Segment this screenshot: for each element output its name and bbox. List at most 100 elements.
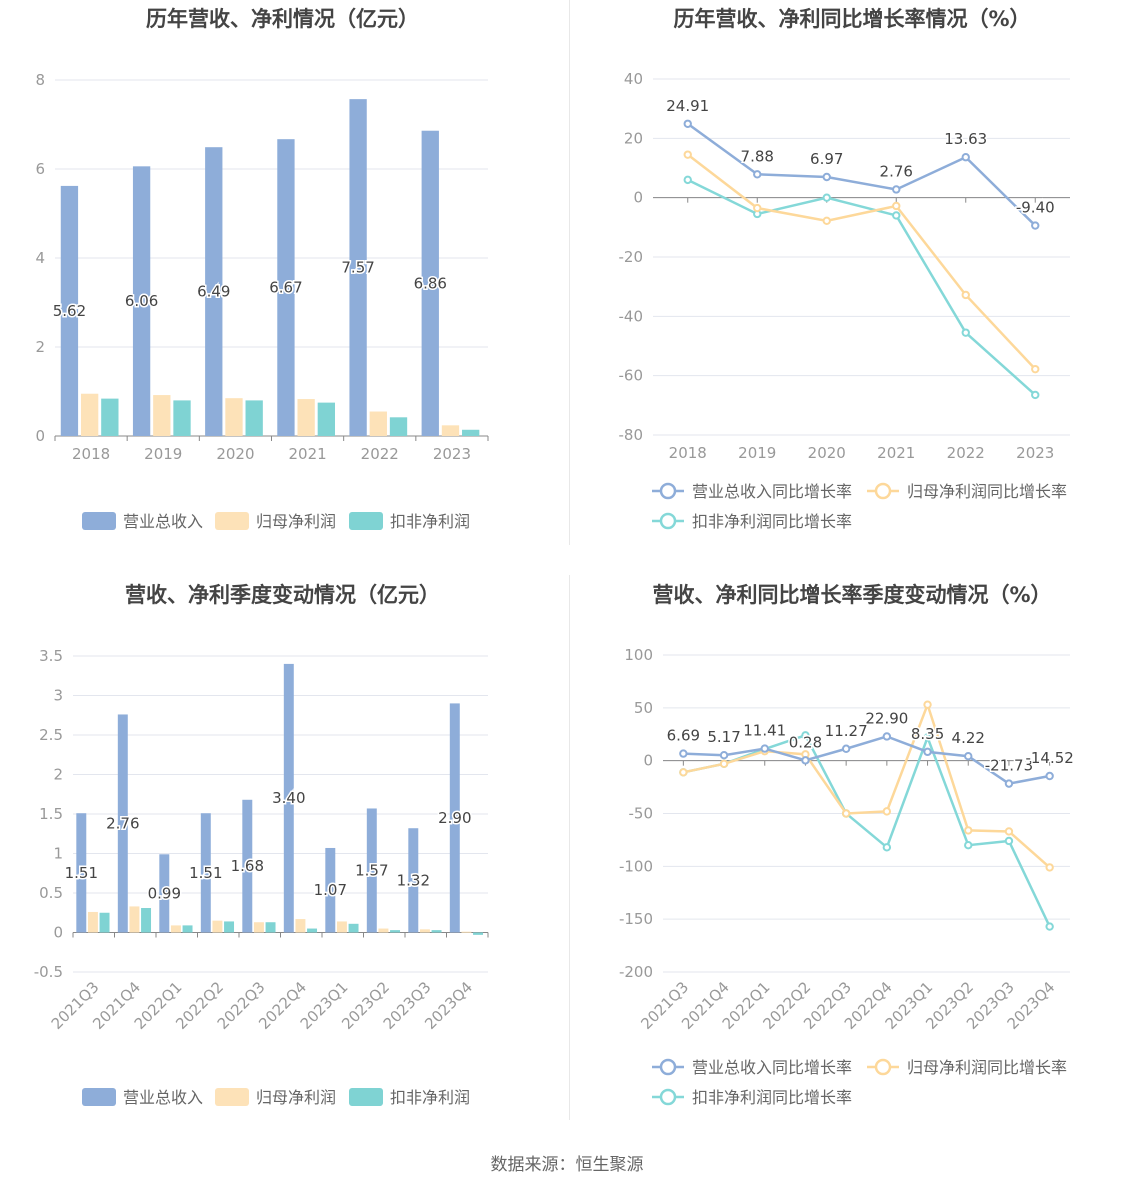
chart-svg: 营收、净利同比增长率季度变动情况（%） -200 -150 -100 -50 0 50 100… <box>619 583 1075 1107</box>
y-tick-label: 0.5 <box>39 884 63 902</box>
annual-revenue-profit-chart: 历年营收、净利情况（亿元） 0 2 4 6 8 2018 2019 2020 2021 2022 20… <box>0 0 565 545</box>
legend-label: 营业总收入同比增长率 <box>692 1058 852 1077</box>
point-扣非净利润同比增长率-2023Q3 <box>1004 836 1014 846</box>
series-line-营业总收入同比增长率 <box>683 735 1050 785</box>
legend-label: 归母净利润同比增长率 <box>907 482 1067 501</box>
bar-营业总收入-2019 <box>132 166 151 436</box>
bar-归母净利润-2022Q3 <box>253 922 264 933</box>
point-归母净利润同比增长率-2021Q4 <box>719 759 729 769</box>
point-扣非净利润同比增长率-2022 <box>961 328 970 337</box>
data-label: 2.76 <box>106 814 139 832</box>
chart-title: 营收、净利同比增长率季度变动情况（%） <box>652 583 1051 607</box>
bar-扣非净利润-2021Q4 <box>141 908 152 933</box>
legend-label: 归母净利润同比增长率 <box>907 1058 1067 1077</box>
y-tick-label: 3 <box>53 687 63 705</box>
bar-归母净利润-2021 <box>297 399 315 436</box>
y-tick-label: 6 <box>35 160 45 178</box>
chart-svg: 历年营收、净利情况（亿元） 0 2 4 6 8 2018 2019 2020 2021 2022 20… <box>35 7 489 531</box>
x-tick-label: 2019 <box>144 445 182 463</box>
quarterly-revenue-profit-chart: 营收、净利季度变动情况（亿元） -0.5 0 0.5 1 1.5 2 2.5 3 3.5 2021Q… <box>0 576 565 1121</box>
y-tick-label: 4 <box>35 249 45 267</box>
bar-归母净利润-2022Q2 <box>212 920 223 933</box>
bar-归母净利润-2020 <box>225 398 243 436</box>
bar-归母净利润-2022 <box>369 411 387 436</box>
point-营业总收入同比增长率-2021Q3 <box>679 749 688 758</box>
legend-swatch <box>82 512 116 530</box>
point-营业总收入同比增长率-2021Q4 <box>719 751 729 760</box>
y-tick-label: -50 <box>629 805 654 823</box>
y-tick-label: 100 <box>624 646 653 664</box>
legend-swatch <box>215 1088 249 1106</box>
legend-marker <box>874 482 892 500</box>
bar-归母净利润-2021Q4 <box>129 906 140 933</box>
point-归母净利润同比增长率-2019 <box>753 203 762 213</box>
point-扣非净利润同比增长率-2022Q4 <box>882 843 892 852</box>
bar-归母净利润-2022Q1 <box>170 925 181 933</box>
point-归母净利润同比增长率-2022Q3 <box>841 809 851 818</box>
point-归母净利润同比增长率-2023Q3 <box>1004 827 1014 836</box>
legend-swatch <box>349 512 383 530</box>
data-label: 6.86 <box>414 274 447 292</box>
legend-label: 扣非净利润 <box>390 1088 470 1107</box>
x-tick-label: 2019 <box>738 444 776 462</box>
point-营业总收入同比增长率-2022 <box>961 153 970 162</box>
bar-扣非净利润-2022Q1 <box>182 925 193 933</box>
bar-扣非净利润-2021Q3 <box>99 912 110 933</box>
bar-扣非净利润-2022Q4 <box>307 928 318 933</box>
bar-扣非净利润-2023Q4 <box>473 932 484 935</box>
bar-营业总收入-2023 <box>421 130 439 437</box>
point-营业总收入同比增长率-2023Q1 <box>923 747 932 757</box>
bar-扣非净利润-2019 <box>173 400 191 436</box>
data-label: 6.67 <box>269 279 302 297</box>
series-line-归母净利润同比增长率 <box>686 153 1037 370</box>
data-label: 11.27 <box>825 722 868 740</box>
legend-label: 扣非净利润同比增长率 <box>692 1088 852 1107</box>
data-source-footer: 数据来源：恒生聚源 <box>490 1155 644 1175</box>
point-扣非净利润同比增长率-2023 <box>1031 390 1040 400</box>
y-tick-label: -20 <box>619 248 644 266</box>
chart-title: 历年营收、净利情况（亿元） <box>146 7 419 31</box>
bar-营业总收入-2021Q3 <box>76 813 87 933</box>
bar-营业总收入-2023Q3 <box>408 828 419 933</box>
bar-扣非净利润-2023 <box>462 429 480 436</box>
data-label: 1.32 <box>397 871 430 889</box>
bar-营业总收入-2021 <box>277 139 295 436</box>
x-tick-label: 2020 <box>808 444 846 462</box>
legend: 营业总收入 归母净利润 扣非净利润 <box>82 512 470 531</box>
bar-营业总收入-2022Q2 <box>200 813 211 933</box>
y-tick-label: 1 <box>53 845 63 863</box>
point-营业总收入同比增长率-2023 <box>1031 221 1040 230</box>
point-营业总收入同比增长率-2023Q3 <box>1004 779 1014 788</box>
point-扣非净利润同比增长率-2018 <box>683 175 692 185</box>
data-label: 0.28 <box>789 733 822 751</box>
data-label: 7.57 <box>341 259 374 277</box>
legend-swatch <box>82 1088 116 1106</box>
point-归母净利润同比增长率-2023Q4 <box>1045 863 1054 872</box>
point-归母净利润同比增长率-2022 <box>961 290 970 300</box>
y-tick-label: -80 <box>619 426 644 444</box>
point-营业总收入同比增长率-2022Q3 <box>841 744 851 753</box>
series-line-营业总收入同比增长率 <box>687 122 1037 227</box>
quarterly-growth-rate-chart: 营收、净利同比增长率季度变动情况（%） -200 -150 -100 -50 0 50 100… <box>570 576 1134 1121</box>
bar-营业总收入-2023Q2 <box>366 808 377 933</box>
bar-归母净利润-2023Q4 <box>461 931 472 933</box>
y-tick-label: 2.5 <box>39 726 63 744</box>
x-tick-label: 2021 <box>877 444 915 462</box>
y-tick-label: 0 <box>643 752 653 770</box>
point-归母净利润同比增长率-2018 <box>683 150 692 159</box>
point-归母净利润同比增长率-2023Q1 <box>923 700 932 709</box>
bar-营业总收入-2018 <box>60 185 79 436</box>
legend-label: 归母净利润 <box>256 1088 336 1107</box>
point-扣非净利润同比增长率-2022Q2 <box>801 731 810 740</box>
legend-label: 营业总收入同比增长率 <box>692 482 852 501</box>
data-label: 5.17 <box>707 728 740 746</box>
point-扣非净利润同比增长率-2023Q2 <box>964 841 973 850</box>
bar-营业总收入-2023Q4 <box>449 703 460 933</box>
data-label: -9.40 <box>1016 199 1055 217</box>
annual-growth-rate-chart: 历年营收、净利同比增长率情况（%） -80 -60 -40 -20 0 20 40 2018 20… <box>570 0 1134 545</box>
bar-扣非净利润-2020 <box>245 400 263 436</box>
legend-label: 归母净利润 <box>256 512 336 531</box>
chart-title: 历年营收、净利同比增长率情况（%） <box>673 7 1030 31</box>
point-归母净利润同比增长率-2022Q4 <box>882 807 892 816</box>
